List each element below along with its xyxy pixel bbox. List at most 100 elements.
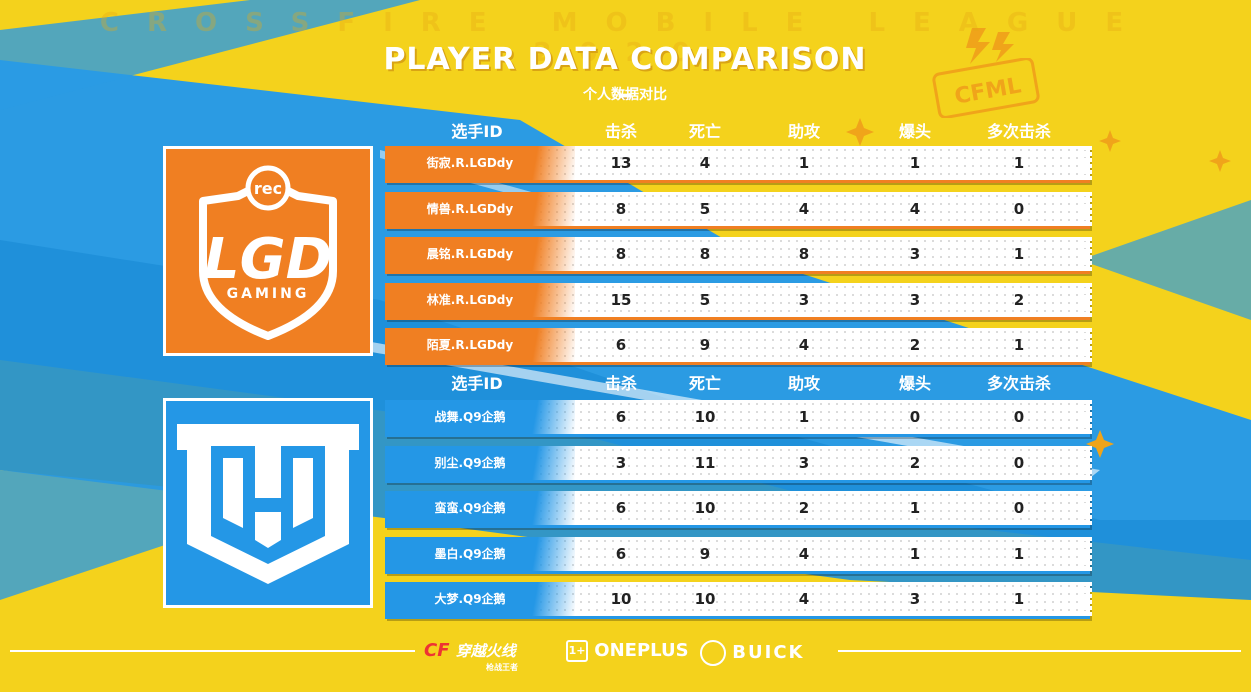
deaths-value: 9 <box>699 336 711 354</box>
row-endcap <box>1084 537 1092 571</box>
player-name-cell: 大梦.Q9企鹅 <box>385 582 575 616</box>
cf-logo-subtext: 枪战王者 <box>486 663 518 672</box>
multikills-value: 1 <box>1013 154 1025 172</box>
assists-value: 1 <box>798 408 810 426</box>
player-name: 战舞.Q9企鹅 <box>434 410 506 424</box>
row-endcap <box>1084 491 1092 525</box>
header-player-id: 选手ID <box>451 122 503 141</box>
assists-value: 4 <box>798 590 810 608</box>
multikills-value: 1 <box>1013 245 1025 263</box>
deaths-value: 9 <box>699 545 711 563</box>
row-endcap <box>1084 582 1092 616</box>
assists-value: 4 <box>798 200 810 218</box>
player-row: 大梦.Q9企鹅 10 10 4 3 1 <box>385 582 1092 619</box>
assists-value: 2 <box>798 499 810 517</box>
headshots-value: 1 <box>909 545 921 563</box>
multikills-value: 2 <box>1013 291 1025 309</box>
player-name-cell: 陌夏.R.LGDdy <box>385 328 575 362</box>
multikills-value: 0 <box>1013 408 1025 426</box>
header-deaths: 死亡 <box>688 374 722 393</box>
multikills-value: 1 <box>1013 545 1025 563</box>
headshots-value: 2 <box>909 454 921 472</box>
buick-logo-text: BUICK <box>732 642 805 663</box>
page-title-text: PLAYER DATA COMPARISON <box>383 42 867 77</box>
headshots-value: 1 <box>909 154 921 172</box>
player-name: 情兽.R.LGDdy <box>426 202 514 216</box>
player-row: 墨白.Q9企鹅 6 9 4 1 1 <box>385 537 1092 574</box>
header-multikills: 多次击杀 <box>986 122 1052 141</box>
cfml-logo: CFML <box>932 58 1040 118</box>
lgd-badge-text: rec <box>254 179 282 198</box>
lgd-logo-subtext: GAMING <box>227 286 310 302</box>
headshots-value: 3 <box>909 291 921 309</box>
row-endcap <box>1084 446 1092 480</box>
player-name-cell: 林准.R.LGDdy <box>385 283 575 317</box>
header-assists: 助攻 <box>787 122 821 141</box>
q9-table-header: 选手ID 击杀 死亡 助攻 爆头 多次击杀 <box>385 370 1090 394</box>
kills-value: 10 <box>610 590 632 608</box>
deaths-value: 11 <box>694 454 716 472</box>
multikills-value: 0 <box>1013 200 1025 218</box>
page-title: PLAYER DATA COMPARISON – <box>383 42 867 112</box>
footer-line-right <box>838 650 1241 652</box>
oneplus-icon: 1+ <box>566 640 588 662</box>
lgd-team-logo: rec LGD GAMING <box>163 146 373 356</box>
player-row: 情兽.R.LGDdy 8 5 4 4 0 <box>385 192 1092 229</box>
q9-shield-icon <box>177 424 359 584</box>
headshots-value: 4 <box>909 200 921 218</box>
deaths-value: 5 <box>699 200 711 218</box>
buick-icon <box>700 640 726 666</box>
player-name-cell: 街寂.R.LGDdy <box>385 146 575 180</box>
deaths-value: 5 <box>699 291 711 309</box>
player-name: 别尘.Q9企鹅 <box>434 456 506 470</box>
player-name: 墨白.Q9企鹅 <box>434 547 506 561</box>
league-banner: CROSSFIRE MOBILE LEAGUE 2020 <box>99 8 1152 68</box>
assists-value: 8 <box>798 245 810 263</box>
multikills-value: 1 <box>1013 336 1025 354</box>
deaths-value: 10 <box>694 590 716 608</box>
deaths-value: 10 <box>694 408 716 426</box>
header-multikills: 多次击杀 <box>986 374 1052 393</box>
player-name-cell: 战舞.Q9企鹅 <box>385 400 575 434</box>
player-name: 大梦.Q9企鹅 <box>434 592 506 606</box>
headshots-value: 2 <box>909 336 921 354</box>
player-row: 晨铭.R.LGDdy 8 8 8 3 1 <box>385 237 1092 274</box>
header-headshots: 爆头 <box>898 122 932 141</box>
q9-team-logo: Q9 <box>163 398 373 608</box>
kills-value: 8 <box>615 245 627 263</box>
row-endcap <box>1084 192 1092 226</box>
headshots-value: 3 <box>909 590 921 608</box>
player-row: 林准.R.LGDdy 15 5 3 3 2 <box>385 283 1092 320</box>
header-headshots: 爆头 <box>898 374 932 393</box>
multikills-value: 1 <box>1013 590 1025 608</box>
player-name: 晨铭.R.LGDdy <box>426 247 514 261</box>
header-kills: 击杀 <box>604 374 638 393</box>
header-kills: 击杀 <box>604 122 638 141</box>
footer-line-left <box>10 650 415 652</box>
row-endcap <box>1084 400 1092 434</box>
lgd-logo-text: LGD <box>204 227 332 292</box>
assists-value: 4 <box>798 545 810 563</box>
header-assists: 助攻 <box>787 374 821 393</box>
player-row: 战舞.Q9企鹅 6 10 1 0 0 <box>385 400 1092 437</box>
deaths-value: 4 <box>699 154 711 172</box>
player-name: 陌夏.R.LGDdy <box>426 338 514 352</box>
player-name-cell: 晨铭.R.LGDdy <box>385 237 575 271</box>
deaths-value: 8 <box>699 245 711 263</box>
player-name: 林准.R.LGDdy <box>426 293 514 307</box>
row-endcap <box>1084 237 1092 271</box>
assists-value: 3 <box>798 291 810 309</box>
player-row: 别尘.Q9企鹅 3 11 3 2 0 <box>385 446 1092 483</box>
row-endcap <box>1084 283 1092 317</box>
lgd-table-header: 选手ID 击杀 死亡 助攻 爆头 多次击杀 <box>385 118 1090 142</box>
player-row: 蛮蛮.Q9企鹅 6 10 2 1 0 <box>385 491 1092 528</box>
headshots-value: 1 <box>909 499 921 517</box>
player-name: 街寂.R.LGDdy <box>426 156 514 170</box>
row-endcap <box>1084 328 1092 362</box>
player-name-cell: 情兽.R.LGDdy <box>385 192 575 226</box>
cf-logo-text: 穿越火线 <box>455 642 516 660</box>
kills-value: 6 <box>615 336 627 354</box>
headshots-value: 3 <box>909 245 921 263</box>
player-name-cell: 墨白.Q9企鹅 <box>385 537 575 571</box>
